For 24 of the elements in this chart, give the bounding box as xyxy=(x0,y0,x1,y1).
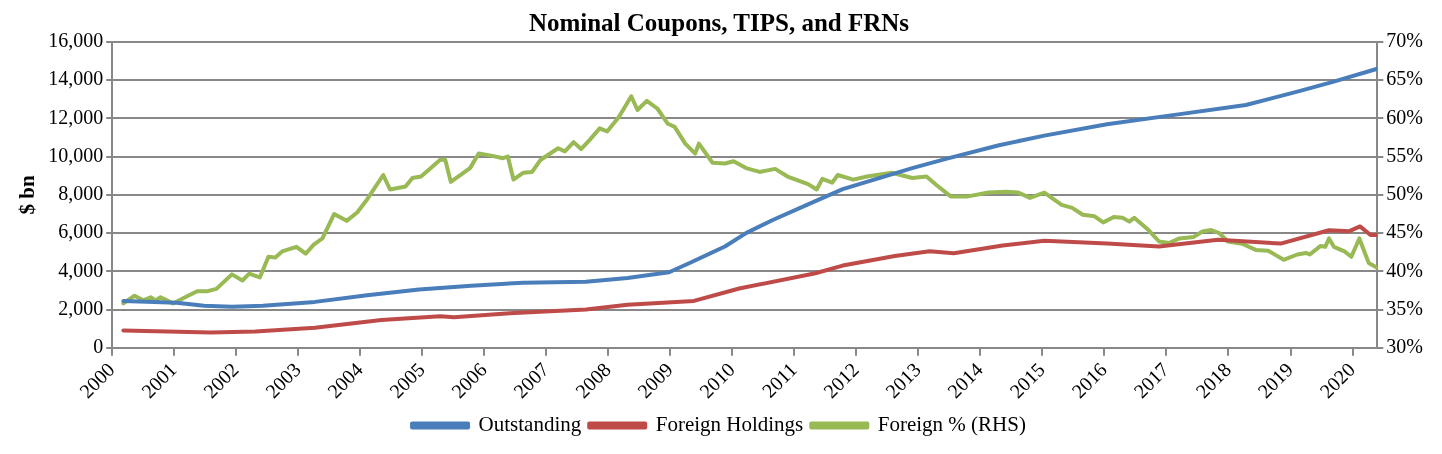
y2-tick-label: 35% xyxy=(1386,296,1424,319)
x-tick-label: 2011 xyxy=(757,358,801,402)
y-tick-label: 2,000 xyxy=(58,296,104,319)
y-tick-label: 16,000 xyxy=(48,29,104,52)
y-axis-title: $ bn xyxy=(15,175,40,215)
y2-tick-label: 65% xyxy=(1386,67,1424,90)
y-tick-label: 12,000 xyxy=(48,105,104,128)
y-tick-label: 6,000 xyxy=(58,220,104,243)
legend-label: Foreign % (RHS) xyxy=(877,412,1026,437)
chart-title: Nominal Coupons, TIPS, and FRNs xyxy=(528,9,910,37)
legend-label: Outstanding xyxy=(478,412,582,437)
y2-tick-label: 45% xyxy=(1386,220,1424,243)
legend-label: Foreign Holdings xyxy=(655,412,804,437)
y2-tick-label: 70% xyxy=(1386,29,1424,52)
y2-tick-label: 30% xyxy=(1386,335,1424,357)
y-tick-label: 4,000 xyxy=(58,258,104,281)
y2-tick-label: 60% xyxy=(1386,105,1424,128)
y-tick-label: 0 xyxy=(93,335,104,357)
y2-tick-label: 50% xyxy=(1386,182,1424,205)
y2-tick-label: 40% xyxy=(1386,258,1424,281)
y-tick-label: 8,000 xyxy=(58,182,104,205)
y2-tick-label: 55% xyxy=(1386,143,1424,166)
y-tick-label: 14,000 xyxy=(48,67,104,90)
y-tick-label: 10,000 xyxy=(48,143,104,166)
